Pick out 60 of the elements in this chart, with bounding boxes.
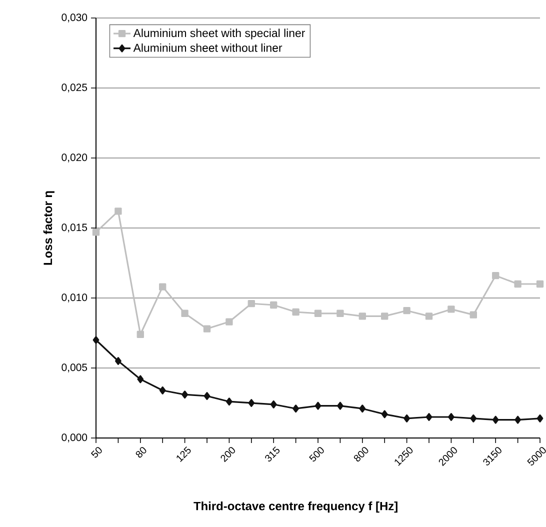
x-tick-label: 125 (176, 446, 191, 462)
point (492, 416, 499, 424)
point (203, 325, 211, 332)
point (137, 375, 144, 384)
x-tick-label: 50 (90, 447, 102, 458)
point (404, 414, 410, 422)
point (159, 386, 166, 394)
point (270, 400, 277, 408)
point (448, 306, 455, 313)
y-axis-title: Loss factor η (43, 191, 54, 265)
point (336, 310, 344, 317)
point (136, 330, 144, 338)
x-tick-label: 80 (136, 447, 146, 458)
point (514, 416, 521, 424)
legend-label: Aluminium sheet with special liner (133, 28, 305, 40)
x-tick-label: 800 (354, 447, 368, 462)
point (92, 228, 100, 236)
point (314, 310, 322, 317)
x-tick-label: 200 (220, 447, 235, 462)
point (204, 392, 210, 400)
point (292, 404, 299, 413)
point (292, 308, 300, 316)
y-tick-label: 0,015 (62, 224, 88, 232)
point (426, 413, 432, 421)
point (314, 402, 322, 410)
y-tick-label: 0,010 (62, 294, 88, 302)
point (470, 414, 477, 422)
point (115, 357, 122, 365)
point (248, 300, 255, 308)
point (470, 311, 477, 318)
point (514, 280, 522, 288)
point (114, 208, 122, 215)
point (381, 312, 388, 320)
x-tick-label: 500 (309, 447, 324, 462)
point (226, 398, 232, 406)
legend-label: Aluminium sheet without liner (133, 43, 282, 52)
point (358, 312, 366, 320)
point (448, 413, 454, 421)
point (226, 318, 233, 326)
y-tick-label: 0,030 (62, 14, 88, 22)
point (337, 402, 344, 410)
y-tick-label: 0,020 (62, 154, 88, 162)
x-axis-title: Third-octave centre frequency f [Hz] (194, 502, 398, 513)
point (248, 399, 255, 407)
point (92, 336, 100, 344)
point (181, 310, 188, 317)
y-tick-label: 0,025 (62, 84, 88, 92)
y-tick-label: 0,000 (62, 434, 88, 442)
point (403, 307, 410, 314)
point (536, 280, 544, 288)
point (182, 390, 188, 399)
point (536, 414, 544, 422)
point (425, 312, 433, 320)
x-tick-label: 315 (265, 446, 280, 462)
point (159, 283, 166, 290)
y-tick-label: 0,005 (62, 364, 88, 372)
point (359, 404, 366, 413)
point (381, 410, 388, 418)
point (270, 301, 278, 309)
point (492, 272, 500, 280)
